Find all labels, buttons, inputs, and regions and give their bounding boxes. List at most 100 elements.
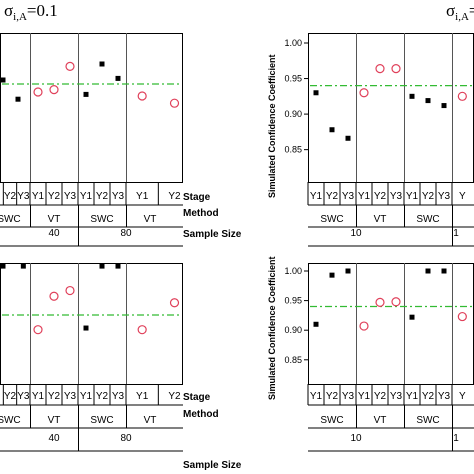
- method-label: SWC: [90, 415, 113, 426]
- stage-tick-label: Y3: [342, 191, 355, 202]
- stage-tick-label: Y2: [96, 391, 109, 402]
- square-marker: [15, 96, 21, 102]
- stage-tick-label: Y: [459, 391, 466, 402]
- sample-size-label-top: Sample Size: [183, 229, 242, 240]
- sample-size-label: 40: [48, 228, 60, 239]
- circle-marker: [391, 297, 401, 307]
- stage-tick-label: Y3: [438, 391, 451, 402]
- square-marker: [0, 263, 6, 269]
- method-label: VT: [48, 415, 61, 426]
- stage-tick-label: Y3: [390, 391, 403, 402]
- circle-marker: [375, 297, 385, 307]
- sample-size-label: 10: [350, 433, 362, 444]
- stage-tick-label: Y3: [390, 191, 403, 202]
- sample-size-label: 80: [120, 228, 132, 239]
- y-tick-label: 1.00: [284, 38, 302, 48]
- plot-frame: [0, 33, 183, 183]
- y-axis-title-bottom-right: Simulated Confidence Coefficient: [267, 256, 277, 400]
- method-label: VT: [48, 214, 61, 225]
- square-marker: [115, 75, 121, 81]
- square-marker: [83, 325, 89, 331]
- stage-label-bottom: Stage: [183, 392, 211, 403]
- square-marker: [345, 135, 351, 141]
- circle-marker: [169, 98, 180, 108]
- stage-label-top: Stage: [183, 192, 211, 203]
- right-title: σi,A=: [446, 1, 474, 23]
- sample-size-label: 1: [453, 228, 459, 239]
- circle-marker: [375, 63, 385, 74]
- stage-tick-label: Y3: [64, 191, 77, 202]
- left-title: σi,A=0.1: [4, 1, 58, 23]
- circle-marker: [33, 87, 43, 97]
- square-marker: [425, 268, 431, 274]
- method-label: VT: [374, 415, 387, 426]
- stage-tick-label: Y1: [32, 391, 45, 402]
- method-label: VT: [144, 415, 157, 426]
- stage-tick-label: Y2: [96, 191, 109, 202]
- method-label: VT: [374, 214, 387, 225]
- method-label-bottom: Method: [183, 409, 219, 420]
- square-marker: [409, 93, 415, 99]
- y-tick-label: 0.95: [284, 296, 302, 306]
- method-label: SWC: [320, 214, 343, 225]
- square-marker: [409, 314, 415, 320]
- stage-tick-label: Y1: [310, 191, 323, 202]
- stage-tick-label: Y2: [374, 191, 387, 202]
- stage-tick-label: Y1: [136, 391, 149, 402]
- method-label: SWC: [320, 415, 343, 426]
- stage-tick-label: Y1: [80, 391, 93, 402]
- circle-marker: [49, 84, 59, 95]
- sample-size-label: 1: [453, 433, 459, 444]
- stage-tick-label: Y3: [438, 191, 451, 202]
- square-marker: [313, 90, 319, 96]
- circle-marker: [359, 88, 369, 98]
- stage-tick-label: Y3: [17, 391, 30, 402]
- circle-marker: [137, 91, 147, 101]
- square-marker: [425, 98, 431, 104]
- stage-tick-label: Y3: [112, 391, 125, 402]
- circle-marker: [65, 61, 75, 72]
- stage-tick-label: Y1: [406, 191, 419, 202]
- stage-tick-label: Y2: [168, 191, 181, 202]
- circle-marker: [169, 298, 180, 308]
- square-marker: [313, 321, 319, 327]
- stage-tick-label: Y3: [112, 191, 125, 202]
- square-marker: [345, 268, 351, 274]
- stage-tick-label: Y2: [422, 391, 435, 402]
- sample-size-label: 80: [120, 433, 132, 444]
- method-label: SWC: [0, 214, 21, 225]
- stage-tick-label: Y1: [32, 191, 45, 202]
- stage-tick-label: Y1: [310, 391, 323, 402]
- stage-tick-label: Y3: [64, 391, 77, 402]
- sample-size-label: 40: [48, 433, 60, 444]
- circle-marker: [65, 285, 75, 296]
- square-marker: [99, 263, 105, 269]
- square-marker: [0, 77, 6, 83]
- stage-tick-label: Y2: [422, 191, 435, 202]
- plot-frame: [308, 263, 474, 385]
- stage-tick-label: Y1: [358, 191, 371, 202]
- circle-marker: [33, 325, 43, 335]
- method-label: VT: [144, 214, 157, 225]
- stage-tick-label: Y2: [326, 391, 339, 402]
- square-marker: [329, 272, 335, 278]
- square-marker: [115, 263, 121, 269]
- square-marker: [329, 127, 335, 133]
- circle-marker: [359, 321, 369, 331]
- sample-size-label-bottom: Sample Size: [183, 460, 242, 471]
- stage-tick-label: Y2: [4, 391, 17, 402]
- square-marker: [441, 103, 447, 109]
- stage-tick-label: Y2: [168, 391, 181, 402]
- stage-tick-label: Y1: [358, 391, 371, 402]
- method-label: SWC: [416, 214, 439, 225]
- square-marker: [441, 268, 447, 274]
- plot-frame: [0, 263, 183, 385]
- y-tick-label: 0.95: [284, 74, 302, 84]
- square-marker: [99, 61, 105, 67]
- stage-tick-label: Y1: [406, 391, 419, 402]
- method-label: SWC: [0, 415, 21, 426]
